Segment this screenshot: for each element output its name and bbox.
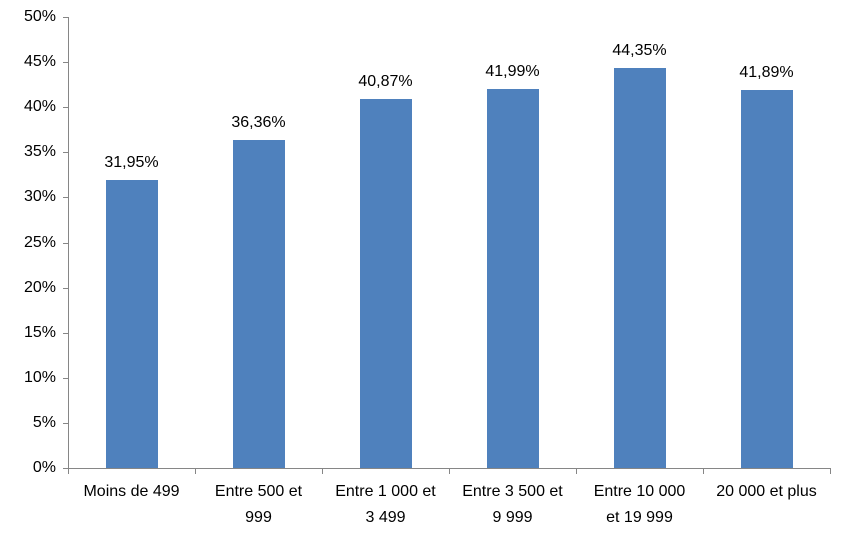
y-tick bbox=[63, 152, 68, 154]
y-axis-tick-label: 15% bbox=[23, 323, 56, 341]
y-axis-tick-label: 50% bbox=[23, 8, 56, 25]
y-axis-tick-label: 30% bbox=[23, 188, 56, 206]
y-axis-tick-label: 35% bbox=[23, 143, 56, 161]
x-axis-category-label: 20 000 et plus bbox=[716, 483, 817, 500]
y-tick bbox=[63, 17, 68, 18]
y-axis-tick-label: 20% bbox=[23, 278, 56, 296]
y-tick bbox=[63, 332, 68, 334]
y-tick bbox=[63, 468, 68, 469]
bar-4 bbox=[486, 89, 539, 468]
y-tick bbox=[63, 287, 68, 289]
bar-3 bbox=[359, 99, 412, 468]
x-tick bbox=[449, 468, 450, 474]
y-tick bbox=[63, 62, 68, 64]
y-axis-tick-label: 45% bbox=[23, 53, 56, 71]
x-tick bbox=[195, 468, 196, 474]
bar-value-label: 31,95% bbox=[104, 153, 159, 171]
x-axis-category-label: Entre 3 500 et 9 999 bbox=[462, 483, 563, 526]
y-tick bbox=[63, 422, 68, 424]
y-axis-tick-label: 25% bbox=[23, 233, 56, 251]
x-tick bbox=[703, 468, 704, 474]
bar-1 bbox=[105, 179, 158, 468]
bar-value-label: 36,36% bbox=[231, 114, 286, 132]
x-axis-category-label: Entre 500 et 999 bbox=[214, 483, 303, 526]
bar-value-label: 41,89% bbox=[739, 64, 794, 82]
x-axis-category-label: Entre 10 000 et 19 999 bbox=[593, 483, 686, 526]
x-axis-line bbox=[63, 468, 830, 469]
x-axis-category-label: Moins de 499 bbox=[83, 483, 180, 500]
bar-6 bbox=[740, 90, 793, 468]
y-axis-tick-label: 5% bbox=[32, 413, 56, 431]
x-tick bbox=[576, 468, 577, 474]
bar-2 bbox=[232, 140, 285, 468]
y-axis-tick-label: 10% bbox=[23, 368, 56, 386]
x-tick bbox=[830, 468, 831, 474]
bar-5 bbox=[613, 67, 666, 468]
y-axis-tick-label: 0% bbox=[32, 459, 56, 476]
x-tick bbox=[322, 468, 323, 474]
y-tick bbox=[63, 107, 68, 109]
y-tick bbox=[63, 377, 68, 379]
x-tick bbox=[68, 468, 69, 474]
x-axis-category-label: Entre 1 000 et 3 499 bbox=[335, 483, 436, 526]
bar-value-label: 40,87% bbox=[358, 73, 413, 91]
y-axis-line bbox=[68, 17, 69, 474]
bar-value-label: 41,99% bbox=[485, 63, 540, 81]
y-tick bbox=[63, 242, 68, 244]
bar-value-label: 44,35% bbox=[612, 41, 667, 59]
y-axis-tick-label: 40% bbox=[23, 98, 56, 116]
y-tick bbox=[63, 197, 68, 199]
